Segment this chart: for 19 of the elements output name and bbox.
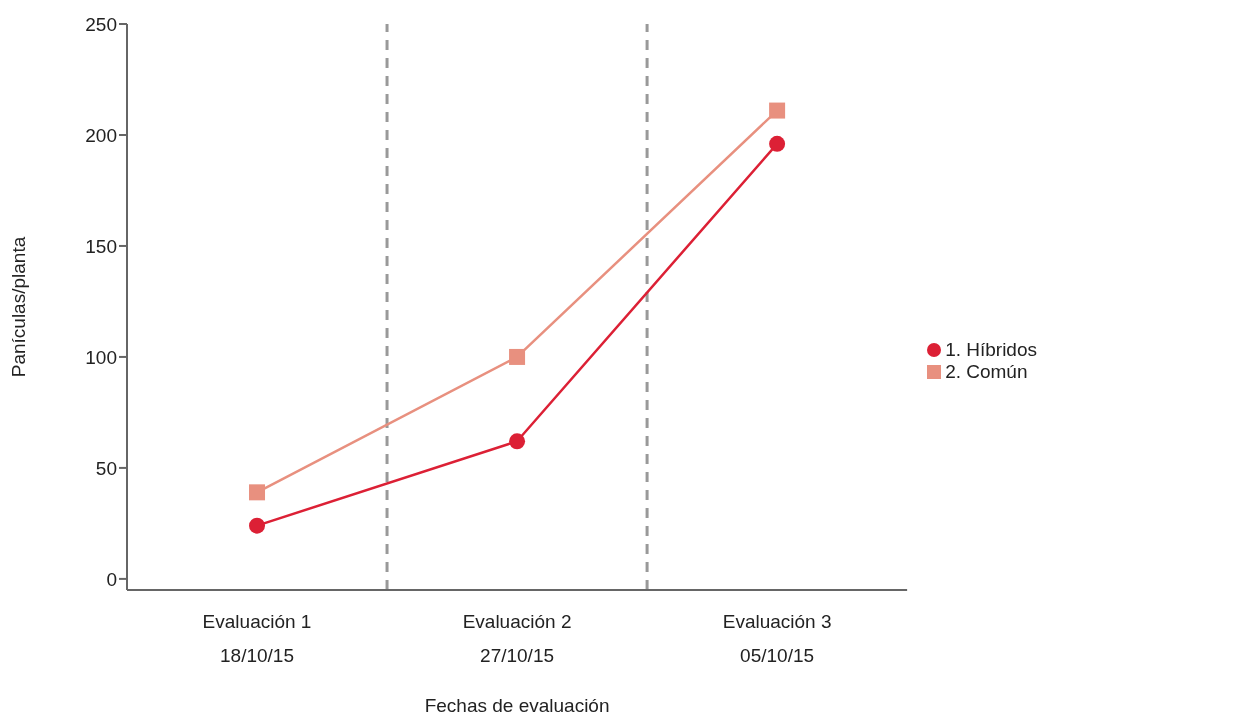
x-tick-label: Evaluación 3 05/10/15: [722, 611, 832, 666]
x-axis-title: Fechas de evaluación: [424, 695, 610, 716]
x-tick-label: Evaluación 2 27/10/15: [462, 611, 572, 666]
point: [249, 517, 266, 534]
x-tick-label: Evaluación 1 18/10/15: [202, 611, 312, 666]
point: [249, 484, 266, 501]
point: [509, 433, 526, 450]
y-tick-label: 250: [85, 13, 117, 35]
y-tick-label: 0: [106, 568, 117, 590]
point: [509, 348, 526, 365]
y-axis-title: Panículas/planta: [7, 236, 29, 378]
point: [769, 102, 786, 119]
y-tick-label: 150: [85, 235, 117, 257]
y-tick-label: 50: [95, 457, 117, 479]
legend-label: 1. Híbridos: [945, 338, 1037, 360]
y-tick-label: 200: [85, 124, 117, 146]
y-tick-label: 100: [85, 346, 117, 368]
point: [769, 135, 786, 152]
legend-label: 2. Común: [945, 360, 1028, 382]
